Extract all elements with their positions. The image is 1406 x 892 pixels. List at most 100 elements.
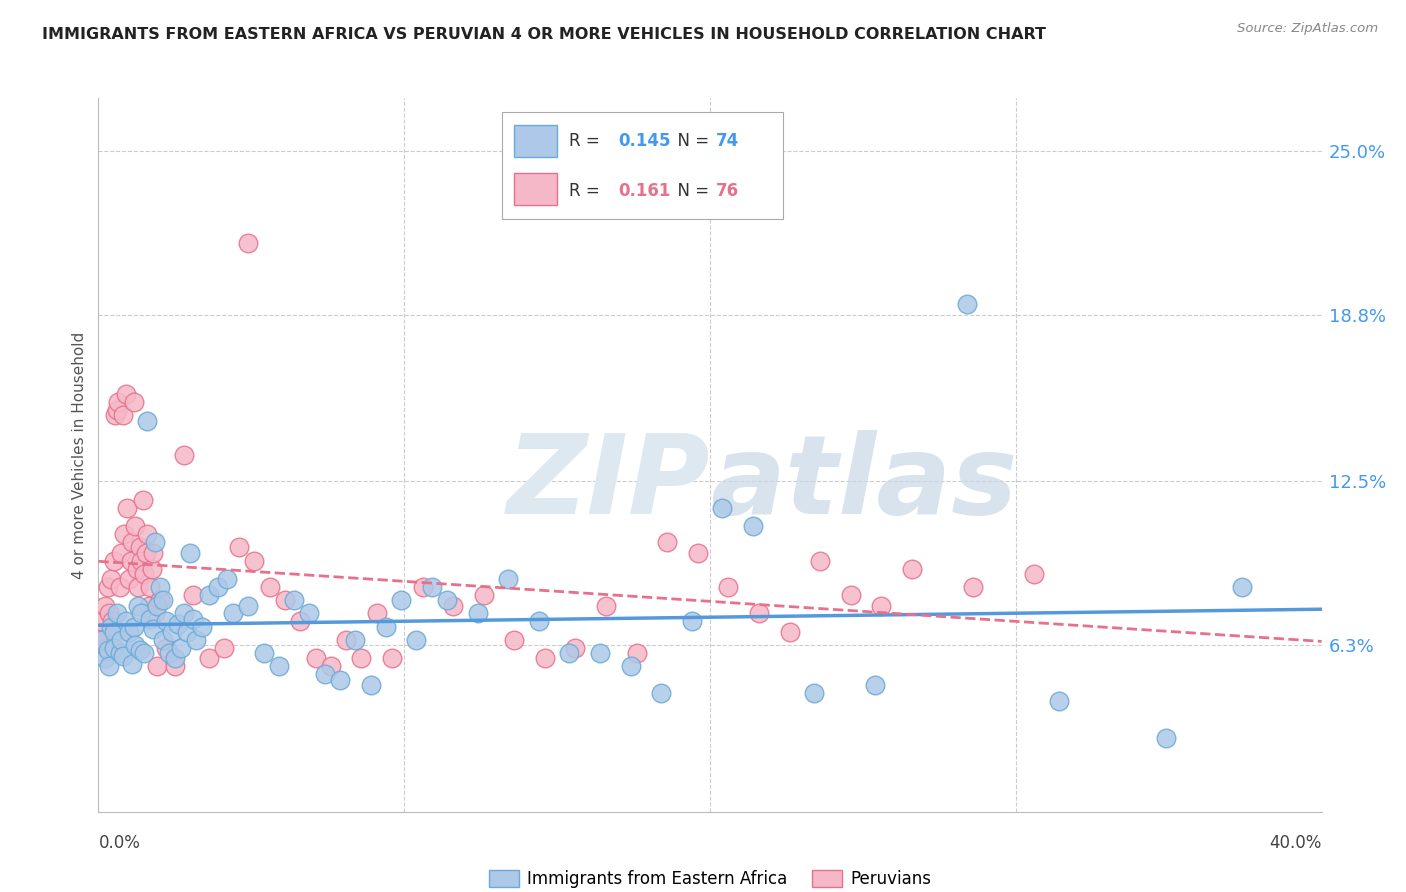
Point: [436, 593, 458, 607]
Point: [181, 612, 204, 626]
Point: [152, 593, 174, 607]
Point: [252, 646, 274, 660]
Point: [274, 593, 297, 607]
Point: [134, 566, 156, 581]
Point: [1154, 731, 1177, 745]
Text: 0.161: 0.161: [619, 182, 671, 200]
Point: [657, 535, 679, 549]
Text: 0.0%: 0.0%: [98, 834, 141, 852]
Point: [100, 620, 122, 634]
Point: [93, 599, 115, 613]
Point: [496, 572, 519, 586]
Point: [228, 541, 250, 555]
Point: [127, 580, 149, 594]
Point: [90, 615, 112, 629]
Point: [132, 492, 155, 507]
Point: [134, 646, 156, 660]
Point: [650, 686, 672, 700]
Point: [839, 588, 862, 602]
Point: [564, 640, 586, 655]
Point: [118, 625, 141, 640]
Point: [98, 607, 121, 621]
Point: [97, 643, 120, 657]
Point: [124, 638, 146, 652]
Point: [170, 640, 193, 655]
Point: [124, 519, 146, 533]
Point: [110, 632, 132, 647]
Point: [527, 615, 550, 629]
Point: [103, 640, 125, 655]
Text: atlas: atlas: [710, 430, 1018, 537]
Text: 0.145: 0.145: [619, 132, 671, 150]
Point: [94, 640, 117, 655]
Point: [1047, 694, 1070, 708]
Point: [389, 593, 412, 607]
Point: [145, 599, 167, 613]
Point: [127, 599, 149, 613]
Point: [626, 646, 648, 660]
Point: [259, 580, 281, 594]
FancyBboxPatch shape: [515, 125, 557, 157]
Point: [143, 535, 166, 549]
Point: [120, 554, 142, 568]
Point: [136, 413, 159, 427]
Point: [135, 546, 157, 560]
Point: [181, 588, 204, 602]
Point: [173, 607, 195, 621]
Point: [160, 625, 183, 640]
Point: [105, 607, 128, 621]
Point: [101, 615, 124, 629]
Point: [118, 572, 141, 586]
Point: [314, 667, 336, 681]
Point: [863, 678, 886, 692]
Point: [149, 593, 172, 607]
Point: [104, 409, 127, 423]
Point: [100, 572, 122, 586]
Point: [152, 632, 174, 647]
Point: [145, 659, 167, 673]
Text: 40.0%: 40.0%: [1270, 834, 1322, 852]
Point: [366, 607, 388, 621]
Point: [173, 448, 195, 462]
Point: [558, 646, 581, 660]
Point: [503, 632, 526, 647]
Point: [681, 615, 703, 629]
Point: [335, 632, 357, 647]
Point: [90, 632, 112, 647]
Point: [283, 593, 305, 607]
Point: [319, 659, 342, 673]
Point: [163, 651, 186, 665]
Point: [779, 625, 801, 640]
Point: [467, 607, 489, 621]
Point: [212, 640, 235, 655]
Point: [243, 554, 266, 568]
FancyBboxPatch shape: [502, 112, 783, 219]
Point: [136, 527, 159, 541]
Point: [1024, 566, 1046, 581]
Text: N =: N =: [668, 182, 714, 200]
Point: [139, 580, 162, 594]
Point: [298, 607, 321, 621]
Point: [350, 651, 373, 665]
Point: [103, 625, 125, 640]
Point: [103, 554, 125, 568]
Point: [595, 599, 617, 613]
Point: [155, 615, 177, 629]
Point: [472, 588, 495, 602]
Point: [122, 395, 145, 409]
Point: [803, 686, 825, 700]
Point: [121, 535, 143, 549]
Point: [441, 599, 464, 613]
Point: [962, 580, 984, 594]
Point: [405, 632, 427, 647]
Point: [1230, 580, 1253, 594]
Point: [179, 546, 201, 560]
Point: [128, 541, 150, 555]
Text: 76: 76: [716, 182, 740, 200]
Point: [360, 678, 382, 692]
Point: [167, 617, 190, 632]
Point: [129, 554, 152, 568]
Point: [142, 623, 165, 637]
Point: [589, 646, 612, 660]
Point: [110, 546, 132, 560]
